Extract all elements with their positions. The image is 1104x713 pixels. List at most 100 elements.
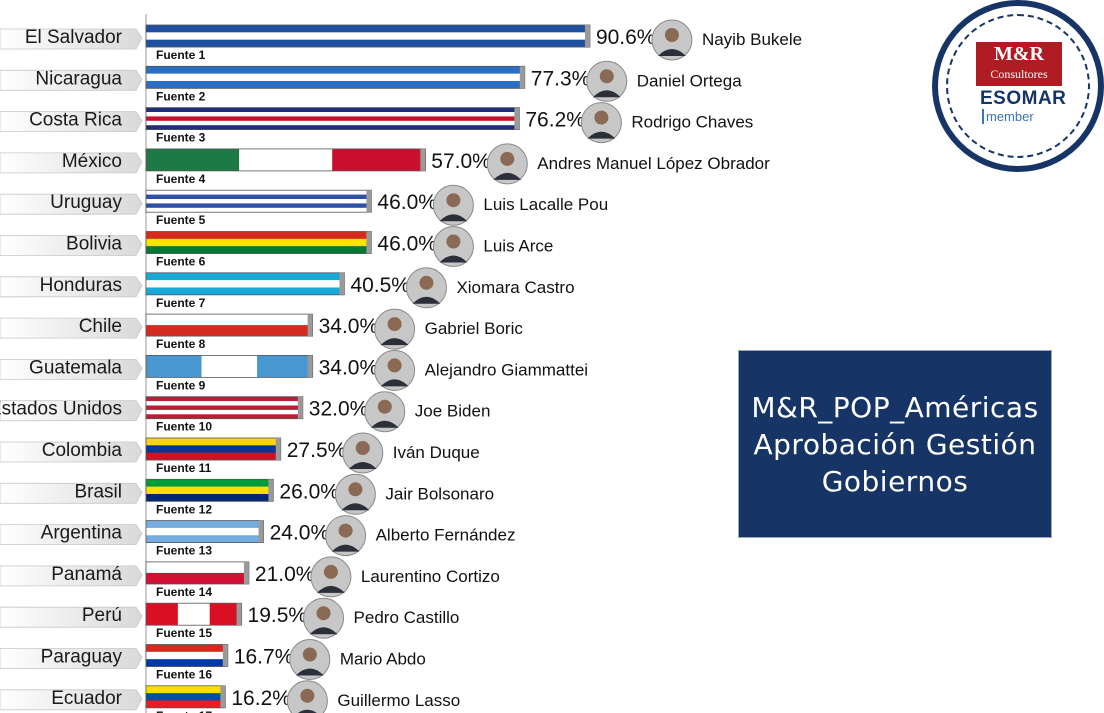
leader-name: Daniel Ortega [637,71,742,90]
chart-title-line-2: Aprobación Gestión [753,427,1037,461]
bar-stripe [146,207,372,213]
value-label: 34.0% [319,315,379,338]
avatar-body [309,627,338,635]
bar-stripe [146,112,520,117]
category-tab [0,400,143,422]
leader-name: Andres Manuel López Obrador [537,154,770,173]
bar-end-cap [236,603,242,626]
value-label: 76.2% [525,109,585,132]
value-label: 21.0% [255,563,315,586]
bar-stripe [146,572,249,585]
bar-row: Estados Unidos Fuente 10 32.0% Joe Biden [0,391,490,434]
value-label: 16.2% [231,687,291,710]
leader-name: Luis Arce [483,237,553,256]
source-label: Fuente 7 [156,296,206,310]
bar-stripe [146,199,372,204]
bar-end-cap [222,644,228,667]
logo-brand-box: M&R Consultores [976,42,1062,86]
value-label: 19.5% [248,604,308,627]
category-label: Bolivia [66,234,122,255]
leader-name: Pedro Castillo [354,608,460,627]
bar-stripe [146,116,520,122]
category-tab [0,524,143,545]
source-label: Fuente 9 [156,378,206,392]
bar-end-cap [307,314,313,337]
bar-stripe [239,148,333,171]
category-tab [0,276,143,298]
logo-ring [946,14,1090,158]
bar-stripe [146,700,226,709]
bar-stripe [146,272,345,281]
bar-stripe [201,355,258,378]
leader-name: Alejandro Giammattei [425,360,588,379]
category-label: Guatemala [29,357,122,378]
bar-stripe [332,148,426,171]
bar-stripe [146,409,303,415]
avatar-head [387,317,402,332]
bar-stripe [146,414,303,419]
avatar-body [316,585,345,593]
bar-end-cap [258,520,264,543]
avatar-head [300,688,315,703]
bar [145,685,226,709]
bar-stripe [146,445,281,453]
bar [145,437,282,461]
avatar-head [500,151,515,166]
category-label: Estados Unidos [0,399,122,420]
leader-name: Xiomara Castro [456,278,574,297]
source-label: Fuente 3 [156,131,206,145]
avatar-head [446,193,461,208]
bar-stripe [146,107,520,113]
bar-row: Nicaragua Fuente 2 77.3% Daniel Ortega [0,60,742,103]
value-label: 24.0% [270,522,330,545]
source-label: Fuente 4 [156,172,206,186]
leader-name: Luis Lacalle Pou [483,195,608,214]
avatar-body [380,338,409,346]
bar-stripe [209,603,243,626]
avatar-body [348,462,377,469]
chart-title-line-1: M&R_POP_Américas [751,390,1039,424]
leader-name: Gabriel Boric [425,319,524,338]
source-label: Fuente 11 [156,461,212,475]
bar-stripe [146,246,372,254]
bar-stripe [146,561,249,574]
logo-subtitle: Consultores [990,67,1048,81]
bar-stripe [146,685,226,694]
bar [145,272,345,296]
bar-stripe [146,39,590,48]
bar-stripe [146,659,228,667]
bar-stripe [146,125,520,130]
category-label: Nicaragua [35,68,122,89]
bar-stripe [146,405,303,411]
leader-name: Guillermo Lasso [337,691,460,710]
leader-name: Mario Abdo [340,650,426,669]
bar [145,107,520,130]
value-label: 16.7% [234,646,294,669]
bar [145,231,372,254]
bar-stripe [146,238,372,247]
bar-stripe [146,479,274,487]
bar-row: Brasil Fuente 12 26.0% Jair Bolsonaro [0,473,494,516]
value-label: 77.3% [531,67,591,90]
category-tab [0,441,143,463]
avatar-head [323,564,338,579]
bar-stripe [146,25,590,33]
category-label: Colombia [42,440,123,461]
bar-row: México Fuente 4 57.0% Andres Manuel López O… [0,143,770,186]
avatar-body [295,668,324,676]
bar-end-cap [307,355,313,378]
bar-stripe [146,66,525,74]
bar-stripe [146,280,345,288]
source-label: Fuente 16 [156,668,212,682]
chart-title-box: M&R_POP_Américas Aprobación Gestión Gobi… [738,350,1052,538]
logo-member: member [982,109,1034,124]
bar-stripe [146,355,203,378]
value-label: 27.5% [287,439,347,462]
bar-stripe [146,486,274,495]
bar-stripe [257,355,314,378]
source-label: Fuente 2 [156,89,206,103]
value-label: 90.6% [596,26,656,49]
source-label: Fuente 6 [156,255,206,269]
avatar-head [316,606,331,621]
